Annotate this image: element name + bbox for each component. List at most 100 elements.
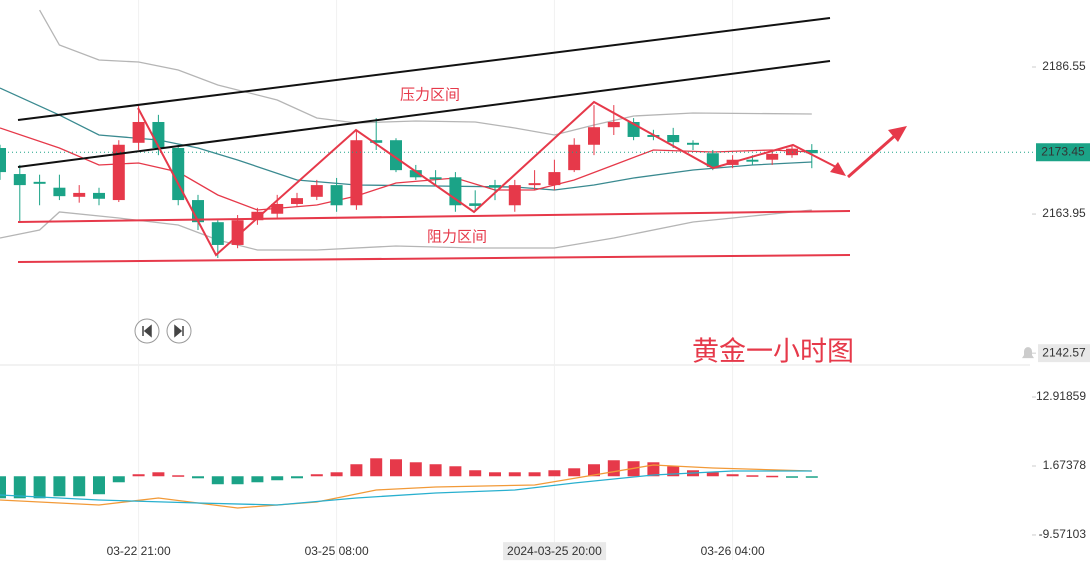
candle-body [310, 185, 323, 197]
candle-body [449, 177, 462, 206]
macd-bar [568, 468, 581, 477]
macd-bar [330, 472, 343, 477]
candle-body [330, 185, 343, 206]
nav-buttons[interactable] [134, 318, 192, 344]
candle-body [112, 144, 125, 201]
macd-bar [291, 476, 303, 479]
candle-body [588, 127, 600, 145]
candle-body [73, 192, 86, 197]
indicator-line [0, 209, 812, 251]
x-tick-label: 2024-03-25 20:00 [507, 544, 602, 558]
x-tick-label: 03-22 21:00 [107, 544, 171, 558]
support-line [17, 254, 851, 263]
macd-bar [469, 470, 482, 477]
macd-bar [409, 462, 422, 477]
macd-bar [93, 476, 105, 495]
macd-bar [449, 466, 462, 477]
macd-bar [350, 464, 363, 477]
macd-bar [33, 476, 46, 499]
macd-bar [726, 474, 739, 477]
candle-body [409, 170, 422, 178]
candle-body [766, 153, 779, 160]
candle-body [805, 149, 818, 154]
x-tick-label: 03-25 08:00 [305, 544, 369, 558]
candle-body [132, 121, 145, 143]
macd-bar [548, 470, 561, 477]
macd-bar [528, 472, 541, 477]
candle-body [508, 185, 521, 206]
candle-body [350, 140, 363, 206]
candle-body [706, 153, 719, 167]
candle-body [370, 140, 383, 143]
macd-bar [805, 476, 818, 478]
macd-bar [706, 472, 719, 477]
trend-line [17, 17, 831, 121]
drawings [17, 17, 907, 263]
bell-icon [1022, 347, 1034, 359]
crosshair-label-bg [503, 542, 607, 561]
next-icon [174, 324, 184, 338]
candle-body [251, 211, 264, 221]
y-tick-label: -9.57103 [1039, 527, 1087, 541]
candle-body [0, 148, 6, 173]
macd-bar [251, 476, 264, 483]
candle-body [607, 121, 620, 128]
indicator-line [0, 464, 812, 509]
macd-bar [13, 476, 26, 499]
candle-body [746, 159, 759, 162]
annotation: 阻力区间 [427, 228, 487, 246]
macd-bar [152, 472, 165, 477]
y-tick-label: 2163.95 [1042, 206, 1086, 220]
price-tag-bg [1038, 344, 1090, 363]
macd-bar [667, 466, 680, 477]
candle-body [390, 140, 402, 171]
macd-bar [211, 476, 224, 485]
macd-bar [73, 476, 86, 497]
macd-bar [429, 464, 442, 477]
x-tick-label: 03-26 04:00 [701, 544, 765, 558]
last-price-label: 2173.45 [1041, 144, 1085, 158]
candle-body [548, 172, 561, 186]
candle-body [429, 177, 442, 180]
candle-body [667, 135, 680, 143]
candle-body [271, 203, 284, 214]
annotation: 压力区间 [400, 86, 460, 104]
support-line [17, 210, 851, 223]
macd-bar [607, 460, 620, 477]
macd-bar [588, 464, 600, 477]
macd-bar [271, 476, 284, 481]
candle-body [489, 185, 501, 188]
candle-body [568, 144, 581, 171]
indicator-line [0, 127, 812, 211]
candle-body [172, 148, 185, 201]
candle-body [291, 198, 303, 204]
y-tick-label: 2186.55 [1042, 59, 1086, 73]
macd-bar [192, 476, 204, 479]
macd-bar [172, 475, 185, 477]
candle-body [687, 142, 699, 145]
macd-bar [766, 475, 779, 478]
macd-bar [112, 476, 125, 483]
arrow [847, 131, 899, 179]
macd-bar [489, 472, 501, 477]
macd-bar [746, 475, 759, 477]
macd-bar [132, 474, 145, 477]
indicator-line [0, 470, 812, 506]
arrow-head [888, 126, 907, 142]
candle-body [13, 174, 26, 186]
chart-title: 黄金一小时图 [692, 337, 854, 368]
y-tick-label: 1.67378 [1043, 458, 1087, 472]
trend-line [17, 60, 831, 168]
candle-body [93, 192, 105, 199]
macd-bar [390, 459, 402, 477]
macd-bar [508, 472, 521, 477]
candle-body [469, 203, 482, 206]
candle-body [211, 222, 224, 245]
macd-bar [370, 458, 383, 477]
macd-bar [0, 476, 6, 499]
macd-bar [53, 476, 66, 497]
arrow-head [830, 162, 846, 176]
last-price-bg [1036, 143, 1090, 162]
